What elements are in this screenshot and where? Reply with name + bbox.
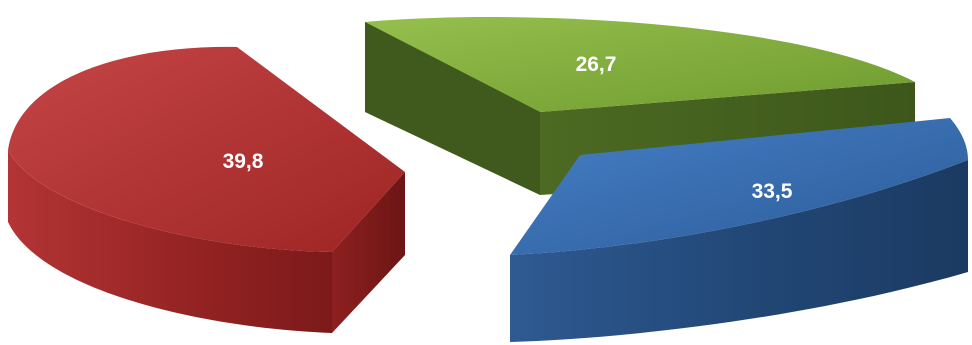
green-slice-top bbox=[365, 17, 915, 112]
red-slice-side bbox=[8, 150, 332, 333]
red-slice-top bbox=[8, 46, 405, 252]
pie-slice-red bbox=[8, 46, 405, 333]
green-slice-side bbox=[365, 22, 540, 195]
blue-slice-side bbox=[510, 160, 968, 342]
red-slice-cut-face bbox=[332, 172, 405, 333]
pie-slice-blue bbox=[510, 118, 968, 342]
blue-slice-top bbox=[510, 118, 968, 255]
data-label-green: 26,7 bbox=[576, 53, 617, 76]
data-label-red: 39,8 bbox=[223, 150, 264, 173]
data-label-blue: 33,5 bbox=[752, 180, 793, 203]
